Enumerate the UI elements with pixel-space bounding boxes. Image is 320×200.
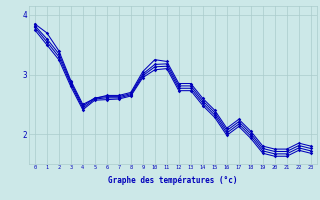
- X-axis label: Graphe des températures (°c): Graphe des températures (°c): [108, 176, 237, 185]
